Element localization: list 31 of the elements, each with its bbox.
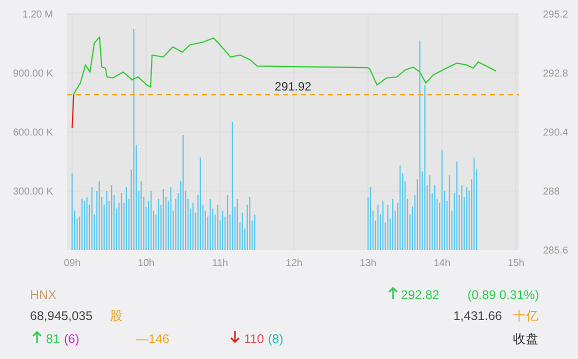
y-tick-label: 1.20 M bbox=[22, 10, 53, 20]
text: 68,945,035 bbox=[30, 309, 93, 323]
text: (6) bbox=[64, 332, 80, 346]
x-tick-label: 13h bbox=[360, 258, 376, 269]
y-tick-label: 300.00 K bbox=[12, 186, 54, 198]
x-tick-label: 10h bbox=[138, 258, 154, 269]
y2-tick-label: 295.2 bbox=[543, 10, 568, 20]
x-tick-label: 09h bbox=[64, 258, 81, 269]
text: (0.89 0.31%) bbox=[467, 288, 539, 302]
text: HNX bbox=[30, 288, 58, 302]
text: 110 bbox=[244, 332, 264, 346]
text: 1,431.66 bbox=[453, 309, 502, 323]
y2-tick-label: 292.8 bbox=[543, 68, 568, 80]
x-tick-label: 14h bbox=[434, 258, 450, 269]
text: —146 bbox=[136, 332, 170, 346]
x-tick-label: 15h bbox=[508, 258, 524, 269]
y-tick-label: 600.00 K bbox=[12, 128, 54, 138]
y-tick-label: 900.00 K bbox=[12, 68, 54, 80]
x-tick-label: 12h bbox=[286, 258, 302, 269]
text: 292.82 bbox=[401, 288, 440, 302]
x-tick-label: 11h bbox=[212, 258, 228, 269]
ref-line-label: 291.92 bbox=[274, 80, 312, 94]
y2-tick-label: 288 bbox=[543, 186, 560, 198]
line-series bbox=[73, 36, 497, 95]
text: 收盘 bbox=[513, 332, 539, 346]
text: (8) bbox=[268, 332, 284, 346]
y2-tick-label: 290.4 bbox=[543, 128, 568, 138]
text: 十亿 bbox=[513, 309, 539, 323]
text: 81 bbox=[46, 332, 60, 346]
y2-tick-label: 285.6 bbox=[543, 246, 568, 256]
text: 股 bbox=[110, 309, 123, 323]
